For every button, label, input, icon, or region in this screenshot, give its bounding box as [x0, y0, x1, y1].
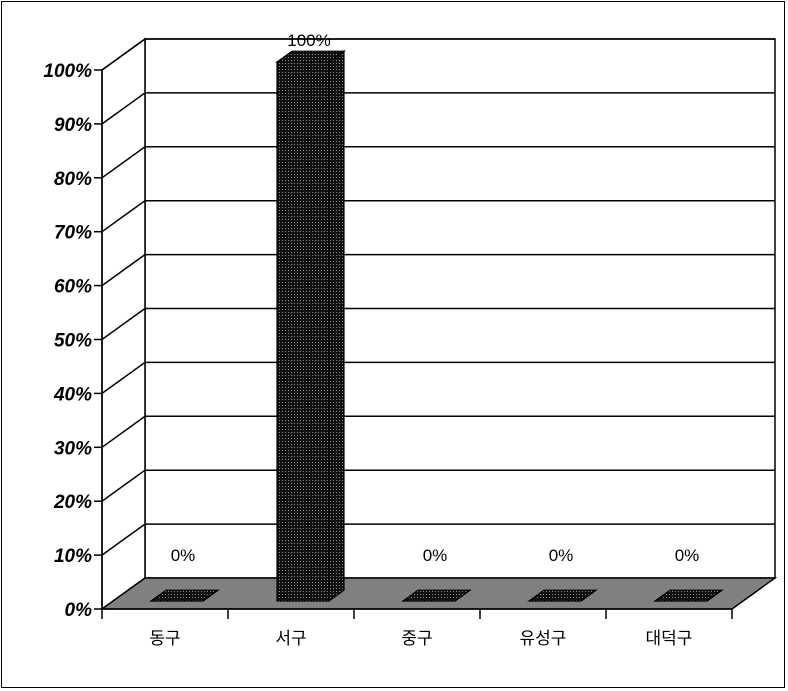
bar-1: [149, 589, 220, 602]
bar-top: [401, 589, 472, 602]
gridline: [101, 92, 775, 125]
bar-5: [653, 589, 724, 602]
y-tick-label: 0%: [65, 600, 93, 621]
y-tick-label: 60%: [54, 277, 92, 298]
y-tick-label: 10%: [54, 546, 92, 567]
bar-top: [527, 589, 598, 602]
category-label: 서구: [275, 629, 306, 649]
gridline: [101, 469, 775, 502]
y-tick-label: 70%: [54, 223, 92, 244]
y-tick-label: 30%: [54, 438, 92, 459]
gridline: [101, 253, 775, 287]
category-label: 대덕구: [646, 629, 693, 649]
bar-2: [275, 50, 346, 603]
data-label: 0%: [423, 546, 448, 565]
bar-side: [328, 50, 345, 603]
y-tick-label: 50%: [54, 331, 92, 352]
y-tick-label: 20%: [53, 492, 92, 513]
category-label: 유성구: [520, 629, 567, 649]
gridline: [101, 146, 775, 179]
bar-top: [149, 589, 220, 602]
gridline: [101, 523, 775, 556]
bar-top: [653, 589, 724, 602]
data-label: 100%: [287, 31, 330, 50]
y-tick-label: 80%: [54, 169, 92, 190]
bar-4: [527, 589, 598, 602]
data-label: 0%: [675, 546, 700, 565]
category-label: 동구: [149, 629, 180, 649]
category-label: 중구: [401, 629, 432, 649]
gridline: [101, 361, 775, 395]
bar-3: [401, 589, 472, 602]
y-tick-label: 90%: [54, 115, 92, 136]
y-tick-label: 40%: [53, 384, 92, 405]
gridline: [101, 307, 775, 341]
gridline: [101, 38, 775, 71]
y-tick-label: 100%: [43, 61, 92, 82]
data-label: 0%: [171, 546, 196, 565]
gridline: [101, 199, 775, 233]
gridline: [101, 415, 775, 448]
bar-front: [276, 61, 330, 602]
data-label: 0%: [549, 546, 574, 565]
